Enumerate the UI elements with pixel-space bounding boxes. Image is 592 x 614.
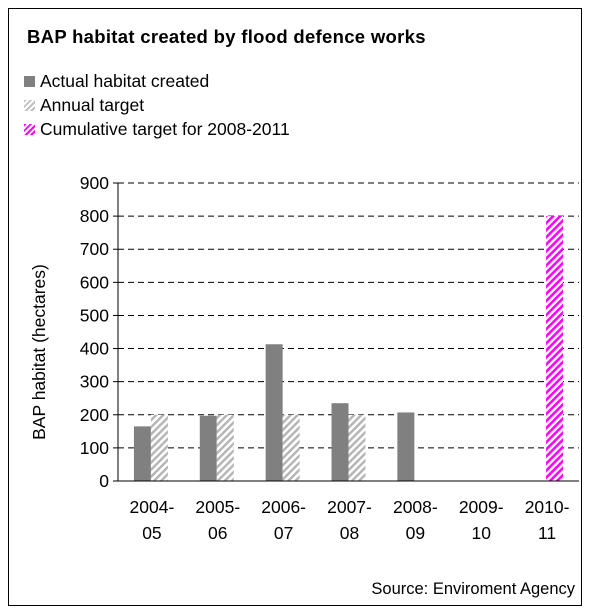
legend-item-actual: Actual habitat created [24,69,290,93]
legend-label-annual: Annual target [40,94,145,115]
legend-item-annual: Annual target [24,93,290,117]
bar-actual-200506 [199,415,217,481]
y-tick-label-0: 0 [99,471,109,491]
y-tick-label-700: 700 [80,239,109,259]
y-axis-label: BAP habitat (hectares) [29,264,49,440]
y-tick-label-200: 200 [80,405,109,425]
x-tick-label-201011: 2010-11 [525,497,570,543]
y-tick-label-100: 100 [80,438,109,458]
axes: 0 100 200 300 400 500 600 700 800 900 2004-05 2005-… [80,173,579,543]
x-tick-label-200708: 2007-08 [327,497,372,543]
legend-swatch-annual [24,99,35,111]
y-tick-label-900: 900 [80,173,109,193]
x-tick-label-200506: 2005-06 [195,497,240,543]
y-tick-label-600: 600 [80,272,109,292]
y-tick-label-300: 300 [80,372,109,392]
legend-label-actual: Actual habitat created [40,70,210,91]
chart-frame: BAP habitat created by flood defence wor… [8,8,582,606]
bar-annual-target-200506 [216,414,234,481]
legend-swatch-cumulative [24,123,35,135]
legend-item-cumulative: Cumulative target for 2008-2011 [24,117,290,141]
bar-actual-200405 [133,426,151,481]
bar-actual-200607 [265,344,283,481]
legend: Actual habitat created Annual target Cum… [24,69,290,141]
bar-annual-target-200405 [150,414,168,481]
y-tick-label-500: 500 [80,305,109,325]
bar-actual-200809 [397,412,415,481]
bar-annual-target-200708 [348,414,366,481]
bar-cumulative-target-201011 [546,216,564,481]
bar-chart-plot: 0 100 200 300 400 500 600 700 800 900 2004-05 2005-… [29,173,579,543]
chart-title: BAP habitat created by flood defence wor… [27,26,426,47]
legend-label-cumulative: Cumulative target for 2008-2011 [40,118,290,139]
bar-annual-target-200607 [282,414,300,481]
x-tick-label-200405: 2004-05 [130,497,175,543]
bars [133,216,564,481]
x-tick-label-200910: 2009-10 [459,497,504,543]
legend-swatch-actual [24,75,35,87]
x-tick-label-200809: 2008-09 [393,497,438,543]
bar-actual-200708 [331,403,349,481]
source-note: Source: Enviroment Agency [371,580,575,598]
y-tick-label-800: 800 [80,206,109,226]
x-tick-label-200607: 2006-07 [261,497,306,543]
y-tick-label-400: 400 [80,339,109,359]
